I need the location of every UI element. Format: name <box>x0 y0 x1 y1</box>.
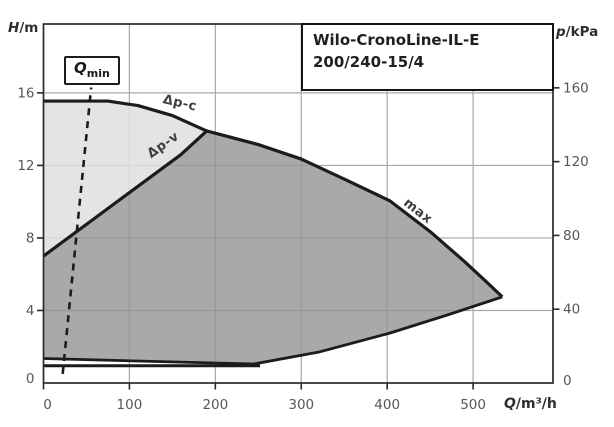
plot-frame <box>42 23 554 384</box>
chart-title-line1: Wilo-CronoLine-IL-E <box>313 31 480 49</box>
tick-label-left-4: 4 <box>26 303 35 319</box>
tick-label-bottom-500: 500 <box>460 397 486 413</box>
tick-label-bottom-400: 400 <box>374 397 400 413</box>
series-dpc-max-envelope <box>43 99 504 299</box>
tick-label-right-80: 80 <box>563 228 580 244</box>
flow-symbol: Q <box>504 396 516 412</box>
head-unit: /m <box>19 20 39 36</box>
x-axis-label: Q/m³/h <box>504 396 557 412</box>
region-dpc-control-field <box>43 101 207 257</box>
head-symbol: H <box>8 20 20 36</box>
tick-label-left-0: 0 <box>26 371 35 387</box>
tick-label-right-120: 120 <box>563 154 589 170</box>
tick-label-right-40: 40 <box>563 302 580 318</box>
tick-label-right-160: 160 <box>563 80 589 96</box>
chart-title-box: Wilo-CronoLine-IL-E 200/240-15/4 <box>301 23 554 91</box>
flow-unit: /m³/h <box>515 396 557 412</box>
qmin-label-box: Qmin <box>64 56 120 85</box>
y-axis-right-label: p/kPa <box>556 24 598 40</box>
tick-label-bottom-0: 0 <box>43 397 52 413</box>
series-min-floor-boundary <box>43 295 503 366</box>
qmin-symbol: Q <box>74 59 87 77</box>
region-max-operating-field <box>43 130 503 364</box>
series-qmin-limit <box>61 87 93 375</box>
qmin-subscript: min <box>86 67 110 80</box>
pressure-unit: /kPa <box>565 24 599 40</box>
pressure-symbol: p <box>556 24 566 40</box>
tick-label-right-0: 0 <box>563 373 572 389</box>
tick-label-bottom-100: 100 <box>117 397 143 413</box>
tick-label-left-12: 12 <box>17 158 34 174</box>
tick-label-bottom-200: 200 <box>202 397 228 413</box>
tick-label-bottom-300: 300 <box>288 397 314 413</box>
chart-title-line2: 200/240-15/4 <box>313 52 425 71</box>
tick-label-left-8: 8 <box>26 230 35 246</box>
tick-label-left-16: 16 <box>17 85 34 101</box>
y-axis-left-label: H/m <box>8 20 38 36</box>
